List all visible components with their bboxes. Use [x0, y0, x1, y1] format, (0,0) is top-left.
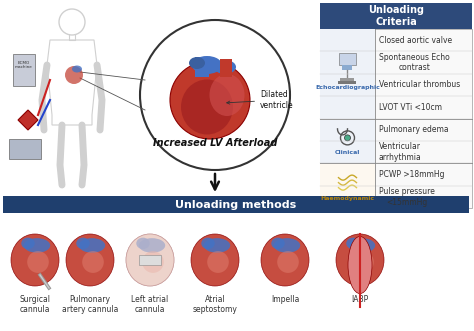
FancyBboxPatch shape [343, 65, 353, 70]
Ellipse shape [261, 234, 309, 286]
Text: Pulmonary
artery cannula: Pulmonary artery cannula [62, 295, 118, 314]
Ellipse shape [79, 238, 105, 253]
Ellipse shape [137, 238, 150, 249]
Circle shape [140, 20, 290, 170]
Text: Closed aortic valve: Closed aortic valve [379, 36, 452, 45]
Text: Dilated
ventricle: Dilated ventricle [227, 90, 293, 110]
Ellipse shape [76, 238, 90, 249]
FancyBboxPatch shape [9, 139, 41, 159]
Ellipse shape [207, 251, 229, 273]
FancyBboxPatch shape [338, 81, 356, 84]
FancyBboxPatch shape [13, 54, 35, 86]
FancyBboxPatch shape [3, 196, 469, 213]
Text: Ventricular
arrhythmia: Ventricular arrhythmia [379, 142, 422, 162]
Ellipse shape [277, 251, 299, 273]
Ellipse shape [192, 56, 222, 74]
Text: LVOT VTi <10cm: LVOT VTi <10cm [379, 103, 442, 112]
Text: Pulse pressure
<15mmHg: Pulse pressure <15mmHg [379, 187, 435, 207]
Ellipse shape [11, 234, 59, 286]
FancyBboxPatch shape [340, 78, 355, 82]
FancyBboxPatch shape [195, 57, 209, 77]
Text: ECMO
machine: ECMO machine [15, 61, 33, 69]
Ellipse shape [66, 234, 114, 286]
Ellipse shape [201, 238, 215, 249]
Ellipse shape [349, 238, 375, 253]
Ellipse shape [352, 251, 374, 273]
FancyBboxPatch shape [320, 29, 375, 118]
Ellipse shape [214, 60, 236, 74]
FancyBboxPatch shape [139, 255, 161, 265]
FancyBboxPatch shape [339, 53, 356, 65]
Ellipse shape [142, 251, 164, 273]
Polygon shape [18, 110, 38, 130]
Text: Impella: Impella [271, 295, 299, 304]
Ellipse shape [27, 251, 49, 273]
Text: Atrial
septostomy: Atrial septostomy [192, 295, 237, 314]
Ellipse shape [181, 79, 233, 134]
Ellipse shape [65, 66, 83, 84]
Text: IABP: IABP [351, 295, 369, 304]
Ellipse shape [191, 234, 239, 286]
Ellipse shape [189, 57, 205, 69]
Ellipse shape [346, 238, 360, 249]
Text: Unloading methods: Unloading methods [175, 200, 297, 210]
Ellipse shape [210, 74, 245, 116]
Text: Pulmonary edema: Pulmonary edema [379, 125, 448, 134]
Text: Surgical
cannula: Surgical cannula [19, 295, 51, 314]
Text: Unloading
Criteria: Unloading Criteria [368, 5, 424, 27]
Text: Left atrial
cannula: Left atrial cannula [131, 295, 169, 314]
Ellipse shape [21, 238, 35, 249]
Ellipse shape [126, 234, 174, 286]
Ellipse shape [170, 61, 250, 139]
Text: Echocardiographic: Echocardiographic [315, 85, 380, 90]
Text: Spontaneous Echo
contrast: Spontaneous Echo contrast [379, 53, 450, 72]
Ellipse shape [126, 234, 174, 286]
Ellipse shape [204, 238, 230, 253]
FancyBboxPatch shape [320, 118, 375, 163]
Ellipse shape [348, 236, 372, 294]
Text: Clinical: Clinical [335, 150, 360, 155]
Ellipse shape [336, 234, 384, 286]
Ellipse shape [24, 238, 50, 253]
Text: Increased LV Afterload: Increased LV Afterload [153, 138, 277, 148]
Ellipse shape [139, 238, 165, 253]
Ellipse shape [82, 251, 104, 273]
Ellipse shape [271, 238, 285, 249]
Text: Haemodynamic: Haemodynamic [320, 196, 374, 201]
Ellipse shape [72, 66, 82, 72]
FancyBboxPatch shape [220, 59, 232, 77]
FancyBboxPatch shape [320, 3, 472, 29]
Circle shape [345, 135, 350, 141]
Text: Ventricular thrombus: Ventricular thrombus [379, 80, 460, 89]
FancyBboxPatch shape [320, 163, 375, 208]
Text: PCWP >18mmHg: PCWP >18mmHg [379, 170, 445, 179]
Ellipse shape [274, 238, 300, 253]
FancyBboxPatch shape [320, 29, 472, 208]
